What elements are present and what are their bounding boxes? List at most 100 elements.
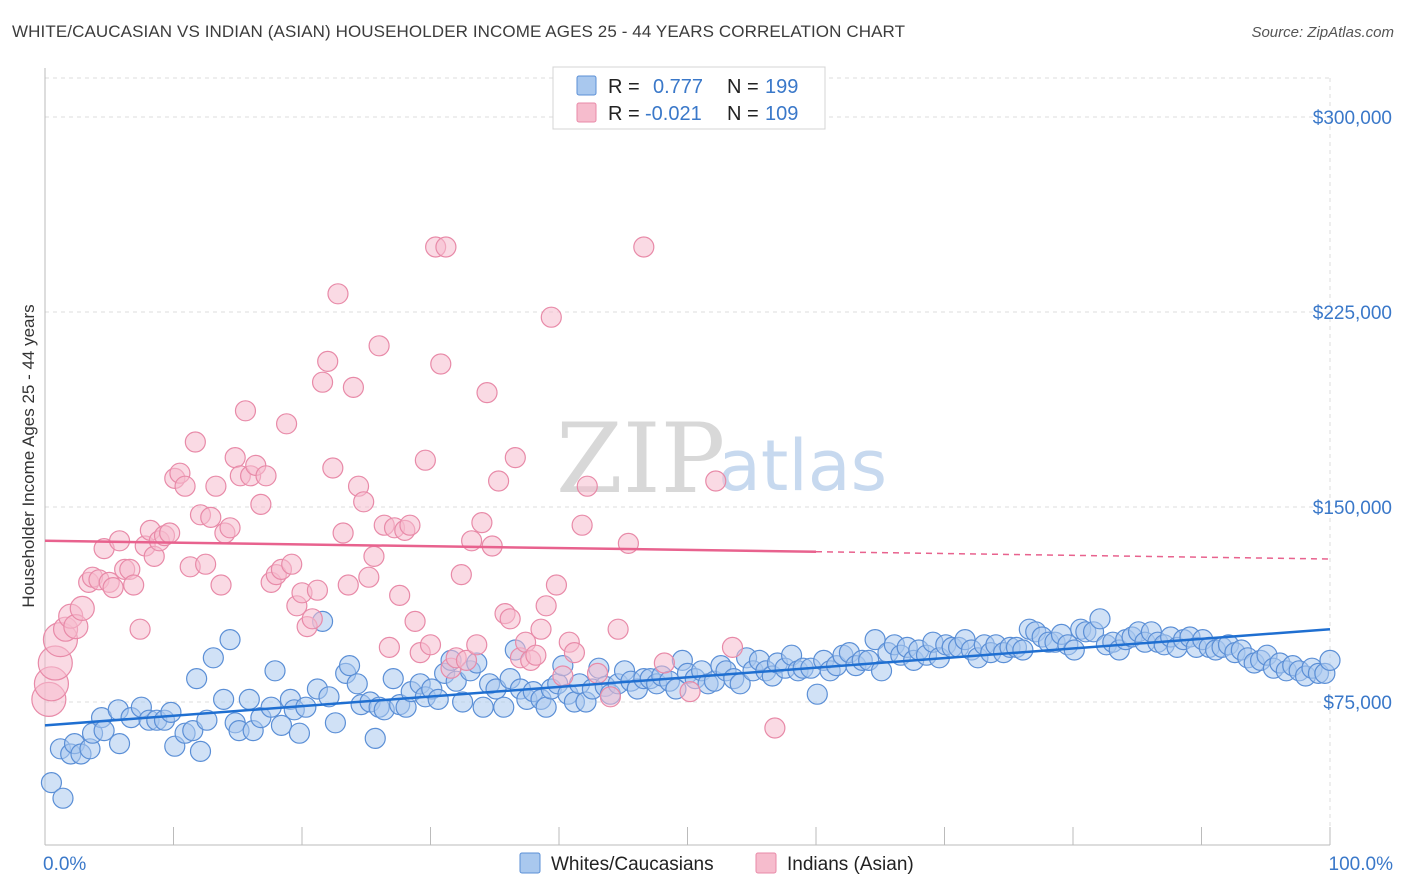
correlation-legend: R = 0.777 N = 199 R = -0.021 N = 109 <box>552 66 826 130</box>
bottom-legend-label-whites: Whites/Caucasians <box>551 854 714 875</box>
pink-point-53 <box>306 579 329 601</box>
pink-point-109 <box>633 236 655 258</box>
pink-point-17 <box>123 574 145 596</box>
legend-n-label-2: N = <box>727 103 759 125</box>
chart-source: Source: ZipAtlas.com <box>1251 24 1394 41</box>
blue-point-22 <box>189 740 212 763</box>
blue-point-62 <box>452 691 474 713</box>
y-axis-label: Householder Income Ages 25 - 44 years <box>19 304 38 607</box>
pink-point-82 <box>455 649 478 672</box>
pink-point-107 <box>607 618 629 640</box>
y-tick-label-0: $75,000 <box>1323 693 1392 714</box>
pink-point-98 <box>540 306 562 328</box>
legend-n-value-1: 199 <box>765 76 798 98</box>
pink-point-52 <box>301 608 323 630</box>
pink-point-7 <box>69 595 95 622</box>
watermark: ZIP atlas <box>556 403 887 515</box>
blue-point-162 <box>1089 608 1111 630</box>
x-tick-label-0: 0.0% <box>43 854 86 875</box>
blue-point-23 <box>196 709 218 731</box>
pink-point-69 <box>389 584 411 607</box>
pink-point-58 <box>332 522 354 544</box>
watermark-zip: ZIP <box>556 403 725 515</box>
pink-point-111 <box>679 680 701 703</box>
legend-r-label-2: R = <box>608 103 640 125</box>
pink-point-113 <box>721 636 744 659</box>
pink-point-95 <box>525 644 547 666</box>
y-tick-label-1: $150,000 <box>1313 498 1392 519</box>
pink-point-74 <box>414 449 436 471</box>
blue-point-17 <box>160 701 182 724</box>
blue-point-2 <box>52 787 74 809</box>
pink-point-102 <box>563 641 586 664</box>
pink-point-88 <box>488 470 510 492</box>
pink-point-57 <box>327 283 349 305</box>
blue-point-11 <box>108 732 131 755</box>
legend-swatch-blue <box>576 75 597 96</box>
pink-point-91 <box>504 447 526 469</box>
pink-point-56 <box>322 457 344 479</box>
pink-point-24 <box>159 522 181 544</box>
blue-point-24 <box>202 647 224 669</box>
series-indians-points <box>31 236 786 739</box>
pink-point-90 <box>499 608 521 630</box>
pink-point-100 <box>552 665 574 687</box>
pink-point-75 <box>419 634 442 656</box>
pink-point-18 <box>129 618 151 640</box>
blue-point-45 <box>346 673 368 695</box>
pink-point-62 <box>353 491 375 513</box>
blue-point-33 <box>264 660 286 682</box>
legend-n-value-2: 109 <box>765 103 798 125</box>
blue-point-67 <box>485 678 507 700</box>
pink-point-104 <box>576 475 598 497</box>
pink-point-31 <box>195 553 217 575</box>
pink-point-72 <box>404 610 426 633</box>
blue-point-20 <box>182 719 204 742</box>
blue-point-150 <box>1012 639 1034 661</box>
legend-r-value-1: 0.777 <box>653 76 703 98</box>
bottom-legend-swatch-pink <box>755 852 777 874</box>
pink-point-63 <box>358 566 380 588</box>
trend-line-indians <box>44 539 817 553</box>
blue-point-127 <box>864 628 886 651</box>
pink-point-105 <box>586 662 609 685</box>
pink-point-64 <box>363 545 385 568</box>
pink-point-54 <box>311 371 334 393</box>
legend-r-value-2: -0.021 <box>645 103 702 125</box>
pink-point-77 <box>430 353 452 375</box>
trend-line-whites <box>44 627 1331 727</box>
pink-point-39 <box>234 400 257 422</box>
blue-point-41 <box>318 686 340 708</box>
pink-point-36 <box>219 517 241 539</box>
pink-point-81 <box>450 563 472 586</box>
y-tick-label-2: $225,000 <box>1313 303 1392 324</box>
pink-point-29 <box>184 431 206 453</box>
blue-point-25 <box>213 688 235 711</box>
pink-point-60 <box>342 376 364 398</box>
pink-point-42 <box>250 493 272 515</box>
blue-point-58 <box>427 688 449 711</box>
blue-point-68 <box>493 696 515 718</box>
pink-point-96 <box>530 618 552 640</box>
trend-lines <box>44 539 1331 727</box>
pink-point-84 <box>466 634 488 656</box>
y-tick-label-3: $300,000 <box>1313 108 1392 129</box>
blue-point-65 <box>472 696 494 718</box>
series-whites-points <box>40 608 1341 809</box>
pink-point-59 <box>337 574 359 596</box>
legend-swatch-pink <box>576 102 597 123</box>
pink-point-71 <box>399 514 421 536</box>
legend-r-label-1: R = <box>608 76 640 98</box>
legend-box <box>552 66 826 130</box>
blue-point-44 <box>338 654 361 677</box>
blue-point-34 <box>270 714 293 737</box>
x-tick-label-1: 100.0% <box>1329 854 1394 875</box>
pink-point-32 <box>200 506 222 529</box>
blue-point-0 <box>40 771 63 794</box>
blue-point-21 <box>186 667 208 690</box>
pink-point-34 <box>210 574 232 596</box>
pink-point-85 <box>471 511 493 534</box>
pink-point-106 <box>599 686 622 708</box>
chart-title: WHITE/CAUCASIAN VS INDIAN (ASIAN) HOUSEH… <box>12 22 906 41</box>
